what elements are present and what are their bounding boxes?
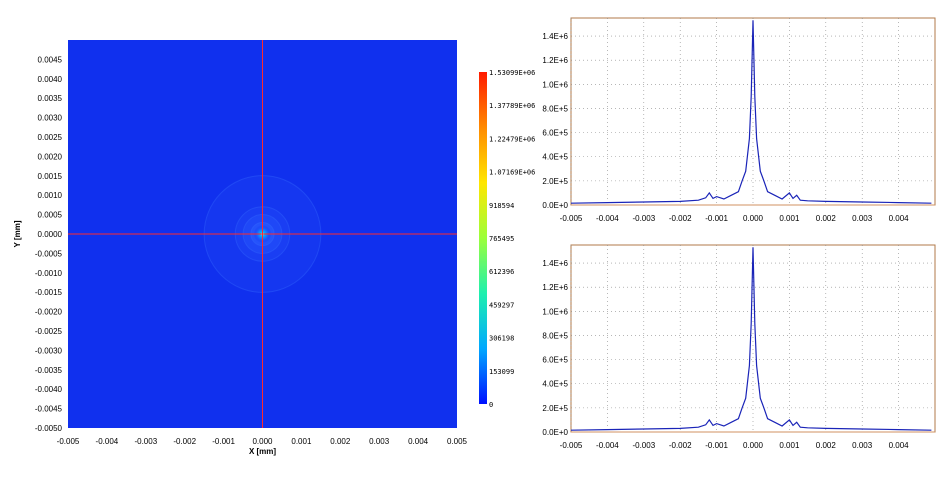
y-tick-label: 0.0005 — [38, 211, 63, 220]
x-tick-label: 0.001 — [779, 214, 800, 223]
y-tick-label: 1.4E+6 — [542, 259, 568, 268]
x-tick-label: -0.005 — [560, 441, 583, 450]
x-tick-label: -0.004 — [596, 441, 619, 450]
y-tick-label: 0.0040 — [38, 75, 63, 84]
colorbar-label: 153099 — [489, 368, 514, 376]
x-tick-label: 0.000 — [743, 214, 764, 223]
x-tick-label: -0.002 — [173, 437, 196, 446]
colorbar-label: 1.07169E+06 — [489, 169, 535, 177]
colorbar-labels: 1.53099E+06 1.37789E+06 1.22479E+06 1.07169… — [489, 69, 535, 409]
x-tick-label: -0.001 — [705, 441, 728, 450]
y-tick-label: 1.2E+6 — [542, 283, 568, 292]
y-tick-label: 0.0015 — [38, 172, 63, 181]
y-tick-label: -0.0030 — [35, 346, 63, 355]
colorbar-label: 1.22479E+06 — [489, 135, 535, 143]
x-tick-label: -0.001 — [705, 214, 728, 223]
y-tick-label: 4.0E+5 — [542, 380, 568, 389]
x-tick-label: -0.002 — [669, 214, 692, 223]
y-tick-label: 8.0E+5 — [542, 331, 568, 340]
y-tick-label: -0.0010 — [35, 269, 63, 278]
y-tick-label: 6.0E+5 — [542, 129, 568, 138]
colorbar-label: 0 — [489, 401, 493, 409]
colorbar: 1.53099E+06 1.37789E+06 1.22479E+06 1.07169… — [479, 69, 535, 409]
y-tick-label: 4.0E+5 — [542, 153, 568, 162]
y-tick-label: 2.0E+5 — [542, 177, 568, 186]
x-tick-label: 0.003 — [852, 441, 873, 450]
x-axis-label: X [mm] — [249, 447, 276, 456]
y-tick-label: -0.0025 — [35, 327, 63, 336]
colorbar-label: 765495 — [489, 235, 514, 243]
x-tick-label: 0.003 — [852, 214, 873, 223]
y-tick-label: -0.0045 — [35, 405, 63, 414]
colorbar-label: 459297 — [489, 301, 514, 309]
y-tick-label: 8.0E+5 — [542, 104, 568, 113]
x-tick-label: 0.005 — [447, 437, 468, 446]
intensity-map-panel: -0.005 -0.004 -0.003 -0.002 -0.001 0.000 0.001… — [13, 40, 468, 456]
y-tick-label: 0.0E+0 — [542, 428, 568, 437]
horizontal-profile-plot: 0.0E+0 2.0E+5 4.0E+5 6.0E+5 8.0E+5 1.0E+6 1.2E… — [542, 17, 936, 223]
x-tick-label: 0.004 — [889, 214, 910, 223]
x-tick-label: 0.000 — [743, 441, 764, 450]
y-axis-label: Y [mm] — [13, 220, 22, 247]
y-tick-label: 1.0E+6 — [542, 80, 568, 89]
profile-series-line — [570, 20, 932, 204]
x-tick-label: 0.003 — [369, 437, 390, 446]
x-tick-label: 0.000 — [252, 437, 273, 446]
x-tick-label: -0.003 — [134, 437, 157, 446]
y-tick-label: -0.0050 — [35, 424, 63, 433]
y-tick-label: 0.0020 — [38, 152, 63, 161]
plot-frame — [570, 244, 936, 433]
y-tick-label: 0.0010 — [38, 191, 63, 200]
y-tick-label: 0.0E+0 — [542, 201, 568, 210]
y-tick-label: 1.0E+6 — [542, 307, 568, 316]
y-tick-label: 0.0030 — [38, 114, 63, 123]
y-tick-label: 0.0045 — [38, 55, 63, 64]
vertical-profile-plot: 0.0E+0 2.0E+5 4.0E+5 6.0E+5 8.0E+5 1.0E+6 1.2E… — [542, 244, 936, 450]
x-tick-label: 0.001 — [779, 441, 800, 450]
y-tick-label: 0.0025 — [38, 133, 63, 142]
x-tick-label: 0.002 — [816, 441, 837, 450]
y-tick-label: 6.0E+5 — [542, 356, 568, 365]
y-tick-label: 0.0000 — [38, 230, 63, 239]
x-tick-label: -0.002 — [669, 441, 692, 450]
y-tick-label: 1.2E+6 — [542, 56, 568, 65]
colorbar-scale — [479, 72, 487, 404]
x-tick-label: -0.004 — [96, 437, 119, 446]
x-tick-label: 0.002 — [816, 214, 837, 223]
profile-series-line — [570, 247, 932, 431]
y-tick-label: 1.4E+6 — [542, 32, 568, 41]
x-tick-label: -0.004 — [596, 214, 619, 223]
x-tick-label: -0.005 — [57, 437, 80, 446]
colorbar-label: 612396 — [489, 268, 514, 276]
colorbar-label: 918594 — [489, 202, 514, 210]
colorbar-label: 1.37789E+06 — [489, 102, 535, 110]
y-tick-label: 2.0E+5 — [542, 404, 568, 413]
y-tick-label: -0.0005 — [35, 249, 63, 258]
x-tick-label: 0.001 — [291, 437, 312, 446]
y-tick-label: 0.0035 — [38, 94, 63, 103]
x-tick-label: -0.003 — [632, 441, 655, 450]
y-axis-ticks: 0.0045 0.0040 0.0035 0.0030 0.0025 0.0020 0.00… — [35, 55, 63, 433]
x-tick-label: -0.003 — [632, 214, 655, 223]
x-tick-label: 0.002 — [330, 437, 351, 446]
y-tick-label: -0.0040 — [35, 385, 63, 394]
y-tick-label: -0.0035 — [35, 366, 63, 375]
y-tick-label: -0.0020 — [35, 308, 63, 317]
x-tick-label: 0.004 — [408, 437, 429, 446]
y-tick-label: -0.0015 — [35, 288, 63, 297]
x-tick-label: -0.005 — [560, 214, 583, 223]
colorbar-label: 306198 — [489, 335, 514, 343]
colorbar-label: 1.53099E+06 — [489, 69, 535, 77]
x-tick-label: 0.004 — [889, 441, 910, 450]
x-tick-label: -0.001 — [212, 437, 235, 446]
x-axis-ticks: -0.005 -0.004 -0.003 -0.002 -0.001 0.000 0.001… — [57, 437, 468, 446]
